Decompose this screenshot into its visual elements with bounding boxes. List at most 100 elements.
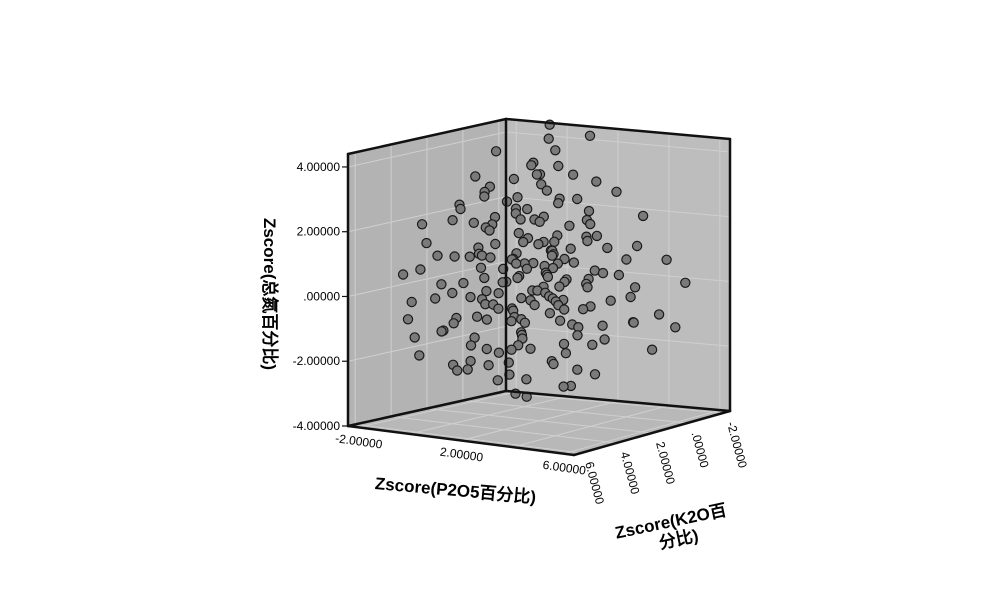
- data-point: [533, 238, 544, 250]
- chart-frame: [346, 117, 732, 457]
- data-point: [481, 285, 492, 297]
- data-point: [455, 203, 466, 215]
- data-point: [415, 264, 426, 275]
- data-point: [511, 258, 522, 269]
- data-point: [572, 330, 583, 341]
- frame-right-bottom: [572, 409, 732, 457]
- data-point: [554, 281, 565, 292]
- data-point: [449, 251, 460, 262]
- data-point: [621, 254, 632, 265]
- data-point: [582, 282, 593, 293]
- data-point: [432, 250, 443, 261]
- data-point: [462, 364, 473, 375]
- grid-y-floor-2: [426, 408, 653, 434]
- data-point: [518, 236, 529, 248]
- z-tick-label: 2.00000: [297, 225, 341, 239]
- y-axis-title: Zscore(K2O百 分比): [613, 501, 728, 553]
- data-point: [448, 318, 459, 329]
- data-point: [516, 292, 527, 304]
- data-point: [550, 145, 561, 156]
- z-tick-label: .00000: [303, 289, 340, 303]
- data-point: [485, 252, 496, 263]
- data-point: [421, 237, 432, 249]
- data-point: [458, 277, 469, 289]
- data-point: [543, 133, 554, 144]
- data-points: [397, 119, 691, 402]
- data-point: [436, 326, 447, 337]
- frame-top-right: [504, 117, 732, 141]
- z-tick-label: 4.00000: [297, 160, 341, 174]
- data-point: [542, 271, 554, 283]
- data-point: [416, 219, 428, 230]
- data-point: [414, 350, 425, 361]
- data-point: [597, 320, 608, 331]
- data-point: [479, 272, 490, 284]
- data-point: [591, 176, 602, 187]
- frame-back-right-floor: [504, 389, 732, 413]
- data-point: [490, 146, 502, 157]
- data-point: [406, 296, 417, 308]
- data-point: [613, 269, 625, 281]
- frame-back-left-floor: [346, 389, 508, 428]
- data-point: [680, 277, 691, 288]
- data-point: [506, 316, 517, 327]
- data-point: [584, 130, 596, 141]
- frame-top-left: [346, 117, 508, 156]
- data-point: [481, 314, 493, 325]
- data-point: [476, 250, 488, 261]
- grid-x-floor-3: [512, 405, 670, 448]
- data-point: [568, 257, 580, 268]
- x-tick-label: 2.00000: [439, 445, 484, 465]
- data-point: [536, 179, 547, 190]
- data-point: [515, 214, 526, 225]
- data-point: [436, 279, 447, 290]
- data-point: [481, 343, 492, 355]
- data-point: [564, 220, 575, 231]
- data-point: [628, 317, 639, 328]
- data-point: [587, 339, 598, 350]
- data-point: [475, 262, 487, 273]
- data-point: [471, 311, 483, 322]
- data-point: [521, 263, 533, 274]
- data-point: [549, 236, 560, 247]
- data-point: [447, 287, 458, 299]
- data-point: [602, 242, 613, 254]
- data-point: [526, 160, 537, 171]
- data-point: [560, 348, 572, 359]
- data-point: [529, 299, 540, 311]
- data-point: [631, 240, 643, 252]
- data-point: [493, 347, 505, 358]
- data-point: [397, 269, 409, 280]
- data-point: [625, 291, 636, 303]
- data-point: [546, 250, 558, 261]
- grid-y-floor-3: [391, 415, 617, 444]
- data-point: [464, 251, 475, 262]
- x-axis-title: Zscore(P2O5百分比): [374, 473, 537, 507]
- data-point: [553, 160, 564, 172]
- data-point: [547, 262, 559, 274]
- data-point: [567, 169, 579, 180]
- data-point: [670, 322, 681, 333]
- y-tick-label: 2.00000: [653, 440, 678, 486]
- data-point: [513, 227, 525, 239]
- data-point: [548, 358, 559, 370]
- data-point: [522, 203, 533, 215]
- floor: [348, 391, 730, 455]
- data-point: [637, 210, 649, 222]
- data-point: [653, 309, 665, 320]
- data-point: [470, 171, 481, 182]
- y-tick-label: .00000: [689, 430, 712, 469]
- data-point: [544, 308, 556, 319]
- data-point: [452, 365, 463, 376]
- data-point: [554, 315, 566, 326]
- data-point: [468, 217, 479, 228]
- data-point: [512, 191, 523, 203]
- data-point: [465, 340, 477, 351]
- data-point: [534, 216, 545, 227]
- data-point: [447, 214, 458, 226]
- data-point: [646, 344, 658, 355]
- data-point: [479, 191, 490, 202]
- data-point: [525, 343, 536, 354]
- data-point: [484, 225, 495, 236]
